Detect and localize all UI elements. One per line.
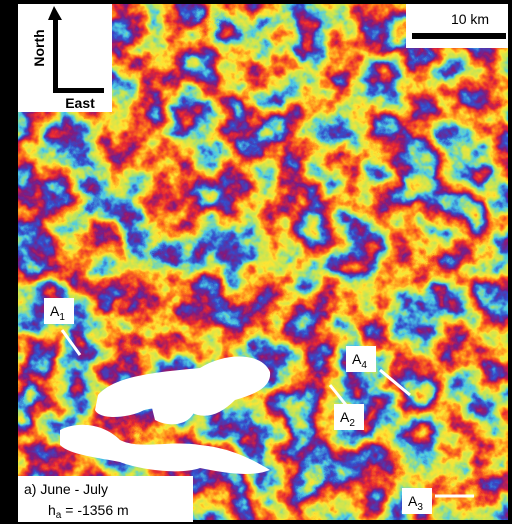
- marker-subscript: 3: [417, 502, 423, 513]
- marker-subscript: 4: [361, 360, 367, 371]
- figure: North East 10 km A1A2A3A4 a) June - July…: [0, 0, 512, 524]
- east-label: East: [65, 95, 95, 111]
- caption-symbol: h: [48, 502, 56, 518]
- marker-subscript: 1: [59, 312, 65, 323]
- north-label: North: [31, 29, 47, 66]
- caption-title: a) June - July: [24, 481, 108, 497]
- marker-subscript: 2: [349, 418, 355, 429]
- scale-label: 10 km: [451, 11, 489, 27]
- scale-bar: [412, 33, 506, 39]
- caption-value: = -1356 m: [61, 502, 128, 518]
